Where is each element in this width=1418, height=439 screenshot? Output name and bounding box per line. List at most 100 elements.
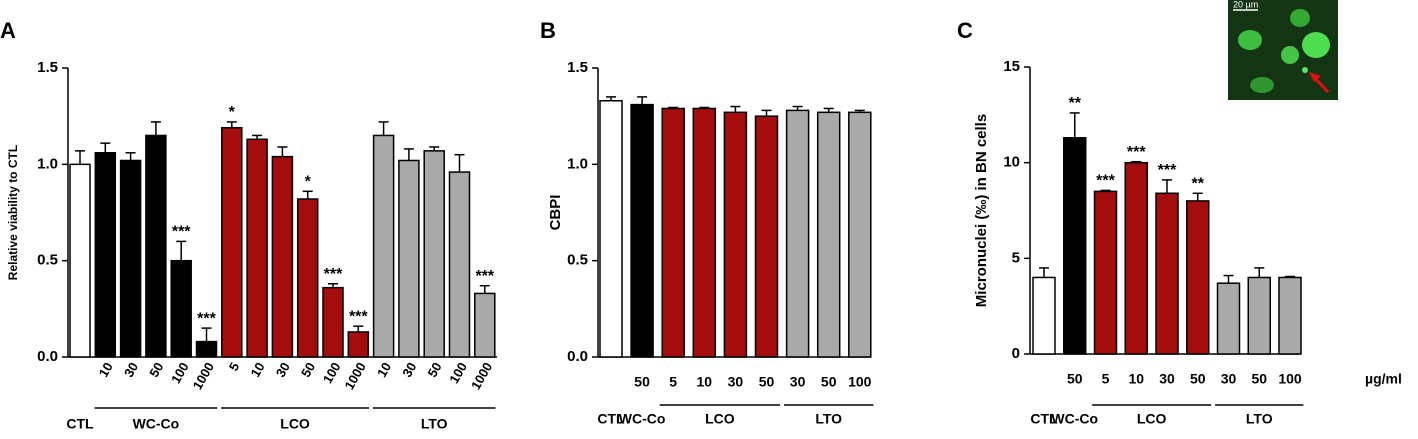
y-tick-label: 0.5 bbox=[37, 252, 58, 269]
bar bbox=[754, 115, 779, 358]
cell bbox=[1250, 77, 1274, 93]
bar bbox=[322, 286, 344, 358]
bar bbox=[692, 107, 717, 358]
group-label: WC-Co bbox=[619, 411, 666, 427]
x-tick-label: 5 bbox=[1102, 371, 1110, 387]
x-tick-label: 50 bbox=[1067, 371, 1083, 387]
bar bbox=[1063, 137, 1087, 355]
significance-label: ** bbox=[1192, 175, 1205, 192]
x-tick-label: 30 bbox=[1221, 371, 1237, 387]
panel-label: A bbox=[0, 18, 16, 43]
bar bbox=[1093, 190, 1118, 355]
y-tick-label: 0.0 bbox=[37, 348, 58, 365]
cell bbox=[1302, 32, 1330, 58]
significance-label: *** bbox=[324, 266, 343, 283]
bar bbox=[816, 111, 841, 358]
bar bbox=[1278, 276, 1302, 355]
y-tick-label: 0.5 bbox=[567, 252, 588, 269]
bar bbox=[785, 109, 810, 358]
y-axis-label: Micronuclei (‰) in BN cells bbox=[973, 114, 990, 307]
scale-label: 20 µm bbox=[1233, 0, 1258, 9]
significance-label: * bbox=[229, 104, 236, 121]
group-label: LTO bbox=[421, 416, 448, 432]
bar bbox=[69, 163, 91, 358]
bar bbox=[848, 111, 872, 358]
group-label: LCO bbox=[705, 411, 735, 427]
significance-label: * bbox=[305, 174, 312, 191]
y-tick-label: 1.5 bbox=[567, 59, 588, 76]
x-tick-label: 1000 bbox=[190, 360, 217, 393]
bar bbox=[1247, 276, 1271, 355]
bar bbox=[347, 331, 370, 358]
significance-label: *** bbox=[197, 310, 216, 327]
x-tick-label: 10 bbox=[96, 360, 116, 380]
y-tick-label: 0 bbox=[1012, 345, 1020, 362]
y-tick-label: 1.0 bbox=[567, 155, 588, 172]
x-tick-label: 10 bbox=[1128, 371, 1144, 387]
bar bbox=[474, 292, 496, 358]
bar bbox=[170, 259, 192, 358]
x-tick-label: 50 bbox=[146, 360, 166, 380]
y-tick-label: 1.5 bbox=[37, 59, 58, 76]
x-tick-label: 1000 bbox=[341, 360, 368, 393]
y-tick-label: 15 bbox=[1003, 58, 1020, 75]
x-tick-label: 50 bbox=[298, 360, 318, 380]
bar bbox=[1216, 282, 1241, 355]
significance-label: *** bbox=[1096, 173, 1115, 190]
x-tick-label: 100 bbox=[446, 360, 470, 386]
panel-label: C bbox=[957, 18, 973, 43]
x-tick-label: 100 bbox=[320, 360, 344, 386]
bar bbox=[599, 100, 623, 358]
x-tick-label: 50 bbox=[634, 374, 650, 390]
bar bbox=[423, 150, 445, 358]
inset-image: 20 µm bbox=[1228, 0, 1338, 100]
group-label: LTO bbox=[1246, 411, 1273, 427]
bar bbox=[145, 134, 167, 358]
x-tick-label: 50 bbox=[1190, 371, 1206, 387]
bar bbox=[94, 152, 117, 358]
x-tick-label: 50 bbox=[821, 374, 837, 390]
y-axis-label: Relative viability to CTL bbox=[6, 145, 20, 280]
bar bbox=[195, 340, 218, 358]
bar bbox=[1032, 276, 1056, 355]
group-label: CTL bbox=[1030, 411, 1058, 427]
bar bbox=[271, 155, 294, 358]
bar bbox=[246, 138, 268, 358]
group-label: WC-Co bbox=[1051, 411, 1098, 427]
group-label: LCO bbox=[1137, 411, 1167, 427]
x-tick-label: 100 bbox=[848, 374, 872, 390]
x-tick-label: 30 bbox=[273, 360, 293, 380]
y-tick-label: 5 bbox=[1012, 249, 1020, 266]
significance-label: *** bbox=[475, 268, 494, 285]
x-tick-label: 50 bbox=[1251, 371, 1267, 387]
bar bbox=[1155, 192, 1179, 355]
bar bbox=[630, 103, 654, 358]
x-tick-label: 50 bbox=[759, 374, 775, 390]
x-tick-label: 30 bbox=[1159, 371, 1175, 387]
x-tick-label: 30 bbox=[399, 360, 419, 380]
bar bbox=[661, 107, 685, 358]
bar bbox=[398, 159, 420, 358]
group-label: CTL bbox=[597, 411, 625, 427]
group-label: LCO bbox=[280, 416, 310, 432]
bar bbox=[1186, 200, 1210, 355]
group-label: CTL bbox=[66, 416, 94, 432]
y-axis-label: CBPI bbox=[547, 195, 564, 231]
x-tick-label: 30 bbox=[728, 374, 744, 390]
panel-label: B bbox=[540, 18, 556, 43]
arrow-head bbox=[1309, 72, 1321, 82]
x-tick-label: 100 bbox=[168, 360, 192, 386]
y-tick-label: 10 bbox=[1003, 154, 1020, 171]
x-tick-label: 10 bbox=[697, 374, 713, 390]
x-tick-label: 5 bbox=[226, 360, 243, 374]
significance-label: *** bbox=[349, 308, 368, 325]
y-tick-label: 0.0 bbox=[567, 348, 588, 365]
significance-label: *** bbox=[1127, 144, 1146, 161]
x-tick-label: 5 bbox=[669, 374, 677, 390]
x-tick-label: 10 bbox=[247, 360, 267, 380]
x-tick-label: 30 bbox=[790, 374, 806, 390]
x-tick-label: 10 bbox=[374, 360, 394, 380]
significance-label: *** bbox=[172, 224, 191, 241]
